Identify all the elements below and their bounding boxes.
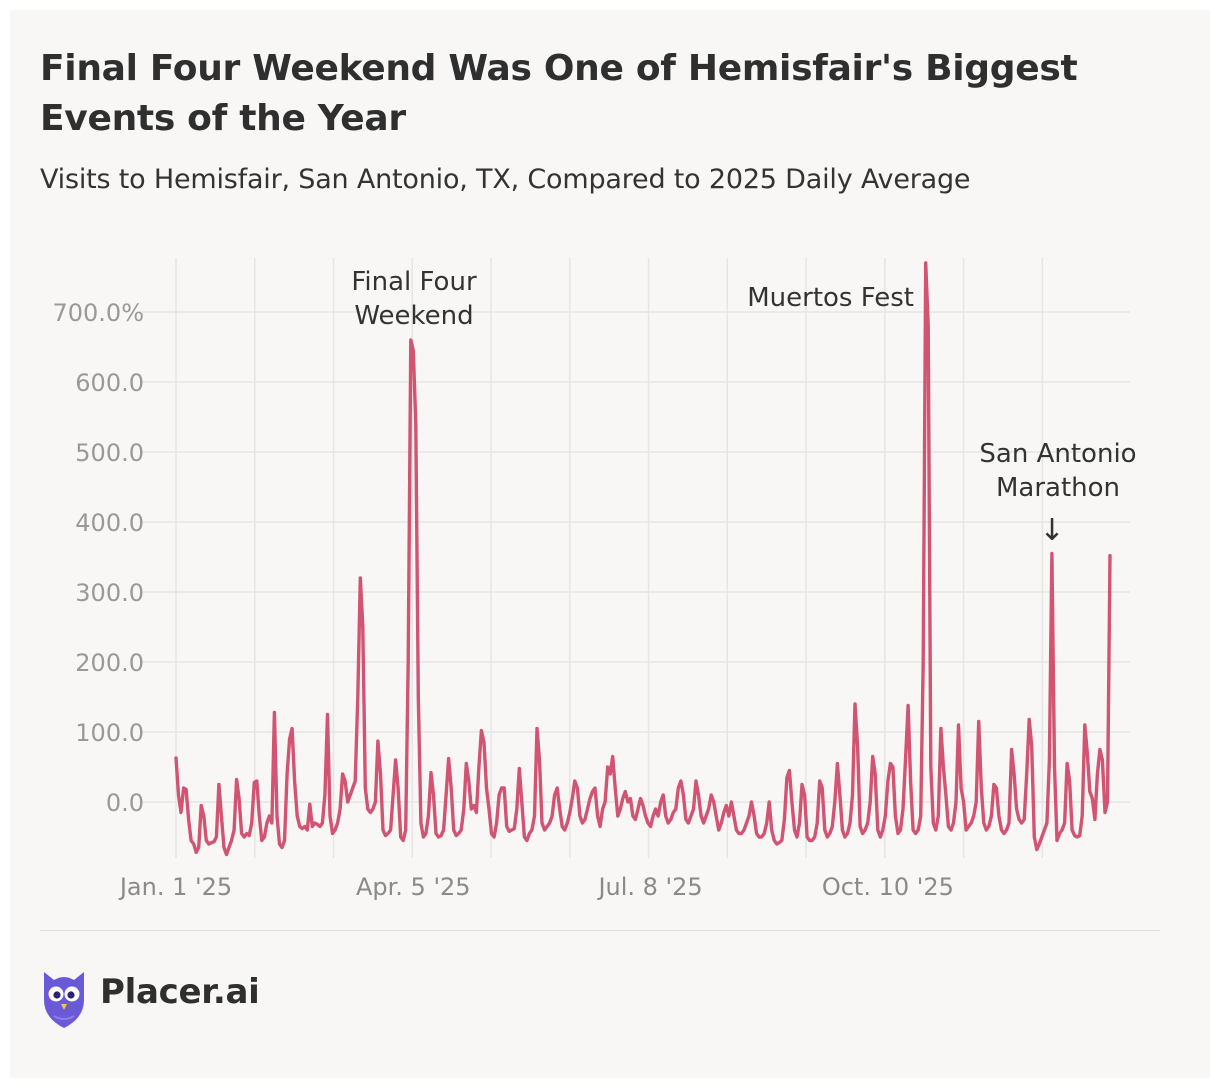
chart-annotations: Final Four Weekend Muertos Fest San Antonio… bbox=[351, 267, 1136, 548]
annotation-label: Muertos Fest bbox=[747, 283, 914, 313]
y-tick-label: 0.0 bbox=[106, 789, 144, 817]
x-tick-label: Jul. 8 '25 bbox=[596, 873, 702, 901]
y-tick-label: 600.0 bbox=[75, 369, 144, 397]
brand-name: Placer.ai bbox=[100, 972, 260, 1012]
y-grid-lines bbox=[140, 311, 1130, 803]
footer-divider bbox=[40, 930, 1160, 931]
annotation-arrow: ↓ bbox=[1039, 513, 1064, 548]
y-tick-labels: 0.0 100.0 200.0 300.0 400.0 500.0 600.0 700.0% bbox=[52, 299, 144, 817]
series-lines bbox=[174, 261, 1112, 857]
y-tick-label: 400.0 bbox=[75, 509, 144, 537]
y-tick-label: 500.0 bbox=[75, 439, 144, 467]
annotation-label: Weekend bbox=[354, 301, 473, 331]
x-tick-labels: Jan. 1 '25 Apr. 5 '25 Jul. 8 '25 Oct. 10 '2… bbox=[118, 873, 954, 901]
y-tick-label: 700.0% bbox=[52, 299, 144, 327]
y-tick-label: 300.0 bbox=[75, 579, 144, 607]
owl-icon bbox=[44, 972, 84, 1028]
annotation-label: Marathon bbox=[996, 473, 1120, 503]
chart-card bbox=[10, 10, 1210, 1078]
x-tick-label: Oct. 10 '25 bbox=[822, 873, 954, 901]
line-chart: 0.0100.0200.0300.0400.0500.0600.0700.0% … bbox=[52, 258, 1137, 901]
annotation-label: San Antonio bbox=[979, 439, 1136, 469]
y-tick-label: 200.0 bbox=[75, 649, 144, 677]
series-line bbox=[174, 261, 1112, 857]
chart-subtitle: Visits to Hemisfair, San Antonio, TX, Co… bbox=[40, 164, 971, 195]
brand-logo[interactable]: Placer.ai bbox=[40, 966, 280, 1030]
x-tick-label: Jan. 1 '25 bbox=[118, 873, 232, 901]
y-tick-label: 100.0 bbox=[75, 719, 144, 747]
x-tick-label: Apr. 5 '25 bbox=[356, 873, 471, 901]
chart-title: Final Four Weekend Was One of Hemisfair'… bbox=[40, 48, 1078, 139]
annotation-label: Final Four bbox=[351, 267, 477, 297]
